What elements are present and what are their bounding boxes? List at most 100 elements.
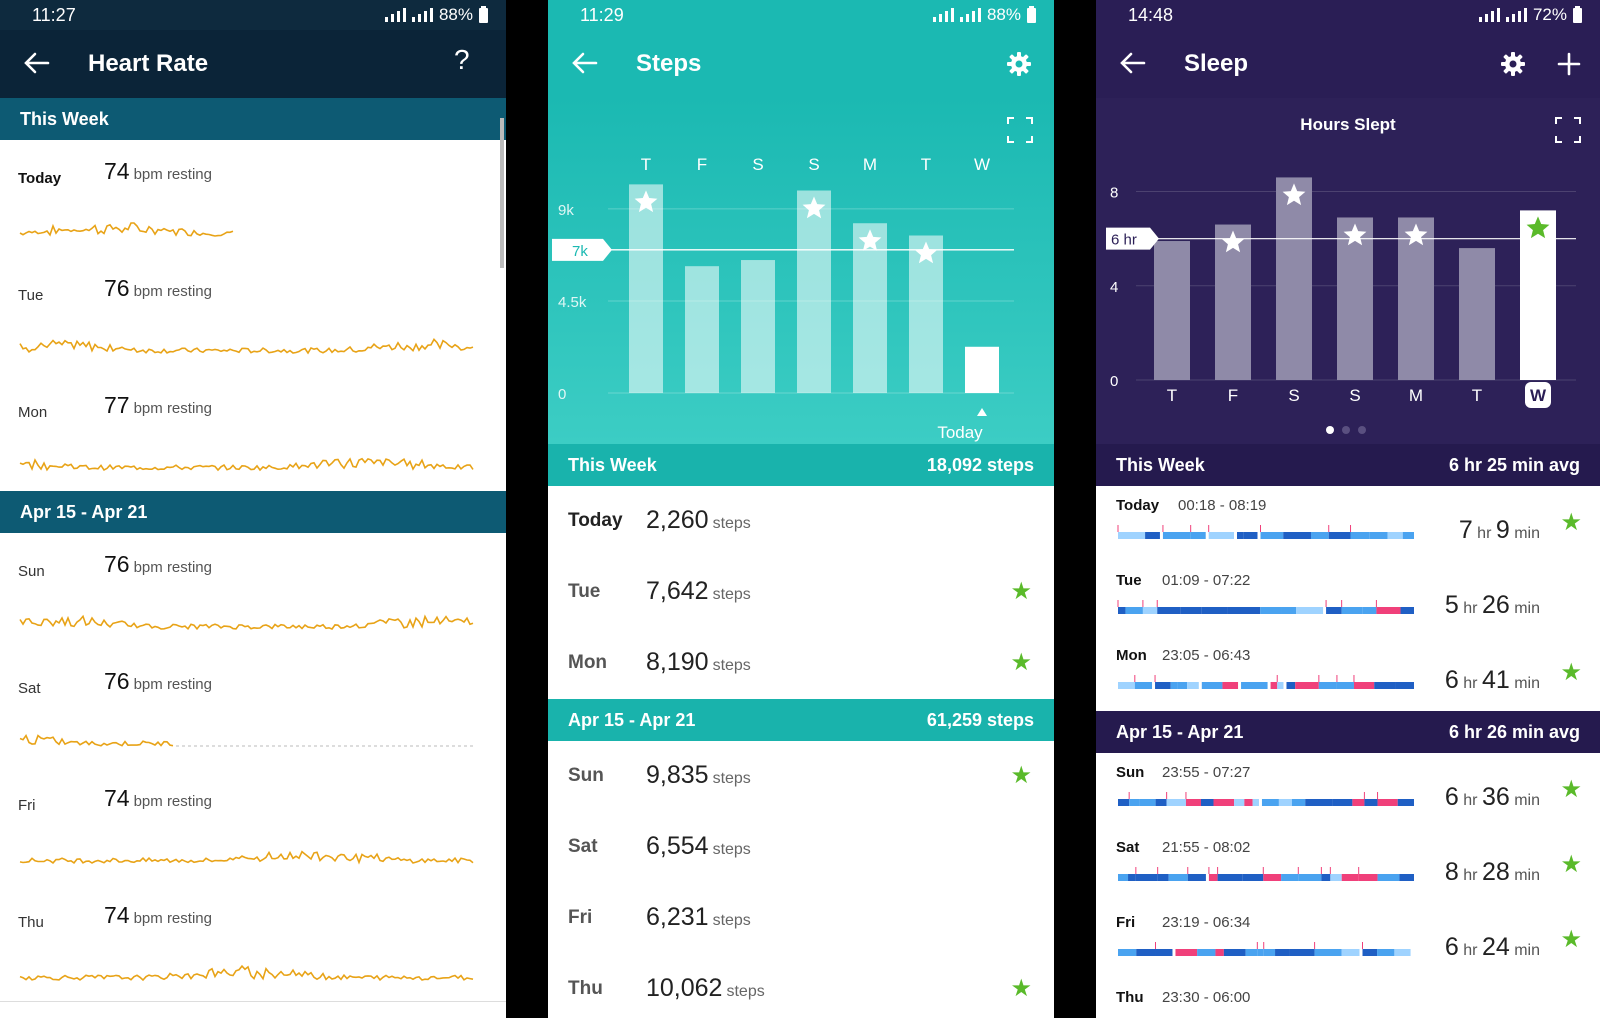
bpm-number: 74 [104, 785, 130, 811]
sleep-duration: 6 hr 36 min [1445, 783, 1540, 812]
list-item[interactable]: Fri 6,231 steps [548, 883, 1054, 955]
steps-value: 9,835 steps [646, 761, 751, 790]
duration-hours: 6 [1444, 783, 1459, 811]
bpm-unit: bpm resting [133, 400, 212, 417]
heart-rate-sparkline [19, 338, 474, 355]
steps-unit: steps [712, 912, 751, 929]
expand-icon[interactable] [1555, 117, 1581, 143]
y-tick-label: 4.5k [558, 294, 587, 311]
day-label: Thu [1116, 989, 1144, 1006]
list-item[interactable]: Sat 6,554 steps [548, 812, 1054, 884]
heart-rate-sparkline [19, 222, 234, 237]
list-item[interactable]: Mon 23:05 - 06:43 6 hr 41 min ★ [1096, 636, 1600, 712]
y-tick-label: 4 [1110, 279, 1118, 296]
day-label: Mon [568, 652, 608, 673]
steps-number: 10,062 [646, 974, 723, 1002]
bpm-value: 76 bpm resting [104, 551, 212, 578]
chart-title: Hours Slept [1300, 115, 1396, 134]
step-bar [797, 190, 831, 393]
back-arrow-icon[interactable] [1118, 48, 1148, 78]
goal-star-icon: ★ [1560, 851, 1582, 878]
gear-icon[interactable] [1004, 49, 1034, 79]
sleep-stage-segment [1260, 607, 1282, 614]
sleep-stage-segment [1134, 682, 1153, 689]
steps-unit: steps [712, 657, 751, 674]
sleep-stage-segment [1217, 874, 1243, 881]
list-item[interactable]: Tue 01:09 - 07:22 5 hr 26 min [1096, 561, 1600, 637]
steps-value: 6,554 steps [646, 832, 751, 861]
section-header: This Week [0, 98, 506, 140]
bpm-value: 76 bpm resting [104, 275, 212, 302]
sleep-stage-segment [1377, 799, 1398, 806]
goal-star-icon [1343, 223, 1367, 246]
app-bar: Sleep [1096, 30, 1600, 98]
steps-value: 6,231 steps [646, 903, 751, 932]
list-item[interactable]: Sat 21:55 - 08:02 8 hr 28 min ★ [1096, 828, 1600, 904]
list-item[interactable]: Sat 76 bpm resting [0, 650, 506, 768]
sleep-stage-segment [1240, 607, 1261, 614]
list-item[interactable]: Mon 8,190 steps ★ [548, 628, 1054, 700]
plus-icon[interactable] [1554, 49, 1584, 79]
scrollbar[interactable] [500, 118, 504, 268]
back-arrow-icon[interactable] [570, 48, 600, 78]
section-total: 61,259 steps [926, 709, 1034, 730]
list-item[interactable]: Fri 23:19 - 06:34 6 hr 24 min ★ [1096, 903, 1600, 979]
duration-minutes: 9 [1495, 516, 1510, 544]
bpm-number: 74 [104, 158, 130, 184]
sleep-stage-segment [1395, 682, 1414, 689]
sleep-stage-segment [1350, 532, 1370, 539]
steps-value: 10,062 steps [646, 974, 765, 1003]
today-label: Today [937, 423, 983, 442]
bpm-unit: bpm resting [133, 910, 212, 927]
signal-icon [1478, 8, 1500, 22]
sleep-stage-segment [1352, 799, 1365, 806]
list-item[interactable]: Tue 76 bpm resting [0, 257, 506, 375]
sleep-stage-segment [1263, 874, 1282, 881]
section-title: Apr 15 - Apr 21 [20, 501, 148, 522]
list-item[interactable]: Today 2,260 steps [548, 486, 1054, 558]
x-tick-label: T [1167, 386, 1177, 405]
section-title: Apr 15 - Apr 21 [1116, 721, 1244, 742]
list-item[interactable]: Today 74 bpm resting [0, 140, 506, 258]
sleep-stage-segment [1328, 532, 1351, 539]
x-tick-label: S [1288, 386, 1299, 405]
bpm-number: 76 [104, 668, 130, 694]
sleep-stage-segment [1263, 949, 1276, 956]
sleep-stage-segment [1318, 682, 1337, 689]
list-item[interactable]: Thu 10,062 steps ★ [548, 954, 1054, 1018]
step-bar [629, 184, 663, 393]
list-item[interactable]: Sun 9,835 steps ★ [548, 741, 1054, 813]
back-arrow-icon[interactable] [22, 48, 52, 78]
sleep-stage-segment [1289, 949, 1315, 956]
sleep-time-range: 23:30 - 06:00 [1162, 989, 1251, 1006]
heart-rate-sparkline [19, 457, 474, 472]
list-item[interactable]: Thu 23:30 - 06:00 [1096, 978, 1600, 1018]
day-label: Fri [1116, 914, 1136, 931]
list-item[interactable]: Sun 76 bpm resting [0, 533, 506, 651]
sleep-stage-segment [1377, 949, 1395, 956]
list-item[interactable]: Today 00:18 - 08:19 7 hr 9 min ★ [1096, 486, 1600, 562]
heart-rate-sparkline [19, 614, 474, 631]
gear-icon[interactable] [1498, 49, 1528, 79]
sleep-stage-segment [1362, 607, 1377, 614]
goal-star-icon: ★ [1560, 776, 1582, 803]
sleep-stage-segment [1234, 799, 1245, 806]
hours-unit: hr [1458, 792, 1482, 809]
list-item[interactable]: Mon 77 bpm resting [0, 374, 506, 492]
sleep-stage-segment [1168, 874, 1188, 881]
steps-number: 6,554 [646, 832, 709, 860]
sleep-stage-segment [1243, 532, 1258, 539]
help-icon[interactable]: ? [454, 44, 470, 75]
step-bar [909, 235, 943, 393]
list-item[interactable]: Thu 74 bpm resting [0, 884, 506, 1002]
bpm-number: 77 [104, 392, 130, 418]
minutes-unit: min [1509, 942, 1540, 959]
list-item[interactable]: Tue 7,642 steps ★ [548, 557, 1054, 629]
minutes-unit: min [1509, 867, 1540, 884]
expand-icon[interactable] [1007, 117, 1033, 143]
y-tick-label: 0 [1110, 373, 1118, 390]
list-item[interactable]: Fri 74 bpm resting [0, 767, 506, 885]
goal-badge [552, 238, 612, 261]
sleep-stage-segment [1283, 532, 1311, 539]
list-item[interactable]: Sun 23:55 - 07:27 6 hr 36 min ★ [1096, 753, 1600, 829]
